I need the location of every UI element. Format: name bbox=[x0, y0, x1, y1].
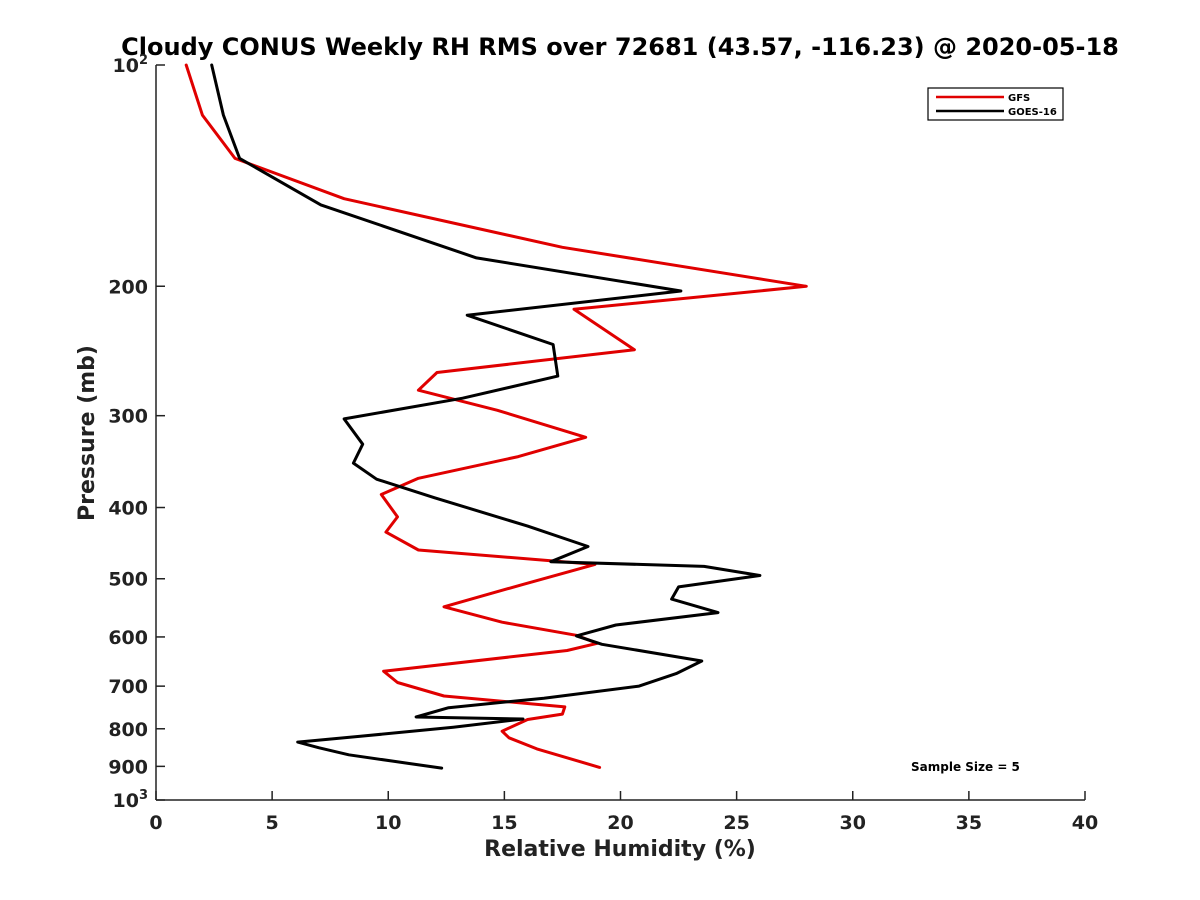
y-tick-label: 800 bbox=[108, 719, 148, 741]
x-tick-label: 30 bbox=[840, 812, 866, 834]
x-axis-label: Relative Humidity (%) bbox=[484, 837, 756, 862]
legend-label-goes-16: GOES-16 bbox=[1008, 107, 1057, 118]
y-tick-label-exponent: 3 bbox=[139, 788, 148, 803]
chart-title: Cloudy CONUS Weekly RH RMS over 72681 (4… bbox=[121, 33, 1119, 61]
y-tick-label: 103 bbox=[113, 788, 149, 812]
y-tick-label-exponent: 2 bbox=[139, 53, 148, 68]
y-tick-label: 900 bbox=[108, 756, 148, 778]
y-tick-label: 500 bbox=[108, 569, 148, 591]
y-tick-label-base: 600 bbox=[108, 627, 148, 649]
y-tick-label-base: 10 bbox=[113, 790, 139, 812]
x-ticks: 0 5 10 15 20 25 30 35 40 bbox=[149, 791, 1098, 834]
x-tick-label: 5 bbox=[266, 812, 279, 834]
y-axis-label: Pressure (mb) bbox=[75, 345, 100, 521]
y-tick-label-base: 900 bbox=[108, 756, 148, 778]
y-tick-label-base: 800 bbox=[108, 719, 148, 741]
y-tick-label-base: 500 bbox=[108, 569, 148, 591]
y-tick-label-base: 200 bbox=[108, 276, 148, 298]
legend-box bbox=[927, 87, 1064, 121]
legend-label-gfs: GFS bbox=[1008, 93, 1030, 104]
y-tick-label: 400 bbox=[108, 498, 148, 520]
y-tick-label: 300 bbox=[108, 406, 148, 428]
y-tick-label-base: 700 bbox=[108, 676, 148, 698]
y-tick-label-base: 400 bbox=[108, 498, 148, 520]
x-tick-label: 25 bbox=[723, 812, 749, 834]
series-lines bbox=[184, 63, 808, 770]
y-tick-label-base: 10 bbox=[113, 55, 139, 77]
legend: GFS GOES-16 bbox=[927, 87, 1064, 121]
y-tick-label: 200 bbox=[108, 276, 148, 298]
series-line-goes-16 bbox=[210, 63, 762, 770]
x-tick-label: 20 bbox=[607, 812, 633, 834]
y-tick-label: 102 bbox=[113, 53, 149, 77]
y-tick-label-base: 300 bbox=[108, 406, 148, 428]
x-tick-label: 35 bbox=[956, 812, 982, 834]
x-tick-label: 0 bbox=[149, 812, 162, 834]
x-tick-label: 40 bbox=[1072, 812, 1098, 834]
sample-size-annotation: Sample Size = 5 bbox=[911, 760, 1020, 774]
y-tick-label: 600 bbox=[108, 627, 148, 649]
series-line-gfs bbox=[184, 63, 808, 769]
x-tick-label: 10 bbox=[375, 812, 401, 834]
x-tick-label: 15 bbox=[491, 812, 517, 834]
y-tick-label: 700 bbox=[108, 676, 148, 698]
